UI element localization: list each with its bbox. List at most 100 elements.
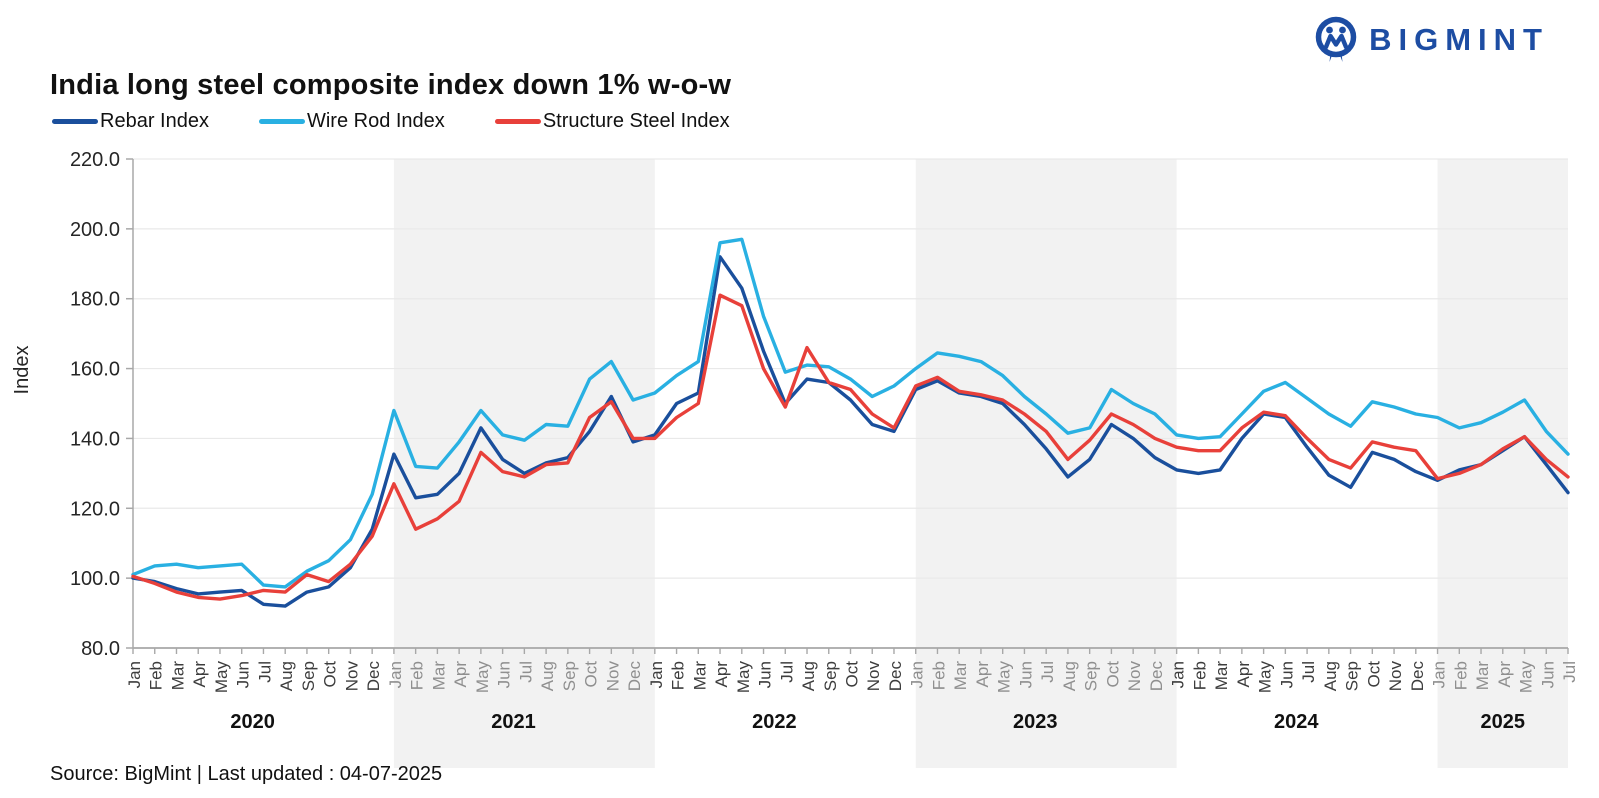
month-label: Feb	[408, 661, 427, 690]
month-label: Jun	[495, 661, 514, 688]
source-note: Source: BigMint | Last updated : 04-07-2…	[50, 763, 443, 785]
month-label: May	[1256, 661, 1275, 694]
month-label: Jan	[125, 661, 144, 688]
month-label: Jun	[756, 661, 775, 688]
legend-item-rebar-index: Rebar Index	[52, 110, 209, 133]
legend-label: Wire Rod Index	[306, 110, 445, 132]
year-band-2021	[393, 159, 655, 768]
month-label: Aug	[1060, 661, 1079, 691]
brand-name: BIGMINT	[1369, 22, 1549, 57]
month-label: Nov	[603, 661, 622, 692]
legend-item-structure-steel-index: Structure Steel Index	[494, 110, 730, 133]
month-label: Jun	[234, 661, 253, 688]
page-title: India long steel composite index down 1%…	[50, 69, 732, 102]
month-label: Aug	[799, 661, 818, 691]
month-label: Jul	[255, 661, 274, 683]
month-label: Feb	[147, 661, 166, 690]
month-label: Feb	[669, 661, 688, 690]
month-label: Mar	[951, 661, 970, 691]
month-label: Apr	[712, 661, 731, 688]
month-label: Apr	[451, 661, 470, 688]
month-label: Jul	[516, 661, 535, 683]
month-label: Oct	[321, 661, 340, 688]
y-tick-label: 140.0	[70, 428, 120, 450]
month-label: Jun	[1016, 661, 1035, 688]
month-label: Mar	[1212, 661, 1231, 691]
y-tick-label: 100.0	[70, 568, 120, 590]
month-label: Oct	[1103, 661, 1122, 688]
month-label: May	[1517, 661, 1536, 694]
month-label: Mar	[429, 661, 448, 691]
y-tick-label: 200.0	[70, 219, 120, 241]
year-label-2022: 2022	[752, 711, 797, 733]
month-label: Jun	[1277, 661, 1296, 688]
month-label: Oct	[1364, 661, 1383, 688]
legend-swatch-structure-steel-index	[494, 119, 541, 124]
month-label: Jan	[647, 661, 666, 688]
legend-label: Rebar Index	[100, 110, 209, 132]
y-tick-label: 80.0	[81, 638, 120, 660]
month-label: Aug	[277, 661, 296, 691]
month-label: Apr	[1234, 661, 1253, 688]
month-label: May	[995, 661, 1014, 694]
month-label: Jan	[1169, 661, 1188, 688]
chart-legend: Rebar Index Wire Rod Index Structure Ste…	[52, 110, 730, 133]
month-label: Sep	[1082, 661, 1101, 691]
month-label: Jul	[1299, 661, 1318, 683]
year-label-2024: 2024	[1274, 711, 1319, 733]
y-tick-label: 120.0	[70, 498, 120, 520]
month-label: Jul	[1038, 661, 1057, 683]
month-label: Sep	[299, 661, 318, 691]
month-label: May	[473, 661, 492, 694]
month-label: Nov	[1125, 661, 1144, 692]
month-label: Mar	[168, 661, 187, 691]
month-label: Oct	[582, 661, 601, 688]
month-label: Jun	[1538, 661, 1557, 688]
month-label: Aug	[538, 661, 557, 691]
series-line-structure-steel-index	[131, 293, 1570, 601]
month-label: Apr	[1495, 661, 1514, 688]
year-band-2023	[915, 159, 1177, 768]
month-label: Aug	[1321, 661, 1340, 691]
month-label: Apr	[190, 661, 209, 688]
month-label: Jan	[908, 661, 927, 688]
legend-swatch-rebar-index	[52, 119, 98, 124]
month-label: Feb	[1451, 661, 1470, 690]
month-label: Feb	[1190, 661, 1209, 690]
month-label: Sep	[821, 661, 840, 691]
brand-logo: BIGMINT	[1311, 14, 1549, 66]
y-tick-label: 160.0	[70, 359, 120, 381]
month-label: Apr	[973, 661, 992, 688]
month-label: Sep	[1343, 661, 1362, 691]
month-label: May	[212, 661, 231, 694]
legend-item-wire-rod-index: Wire Rod Index	[258, 110, 445, 133]
month-label: Sep	[560, 661, 579, 691]
month-label: Dec	[1147, 661, 1166, 692]
month-label: Dec	[364, 661, 383, 692]
series-line-rebar-index	[131, 255, 1570, 608]
month-label: Mar	[690, 661, 709, 691]
y-tick-label: 220.0	[70, 149, 120, 171]
y-axis-title: Index	[11, 346, 33, 395]
series-line-wire-rod-index	[131, 237, 1570, 589]
y-tick-label: 180.0	[70, 289, 120, 311]
month-label: Dec	[1408, 661, 1427, 692]
month-label: Mar	[1473, 661, 1492, 691]
month-label: Jan	[386, 661, 405, 688]
legend-label: Structure Steel Index	[542, 110, 730, 132]
month-label: Nov	[864, 661, 883, 692]
month-label: Nov	[1386, 661, 1405, 692]
year-label-2020: 2020	[230, 711, 275, 733]
month-label: Feb	[929, 661, 948, 690]
legend-swatch-wire-rod-index	[258, 119, 305, 124]
month-label: May	[734, 661, 753, 694]
month-label: Nov	[342, 661, 361, 692]
month-label: Jul	[777, 661, 796, 683]
year-label-2023: 2023	[1013, 711, 1058, 733]
month-label: Jan	[1430, 661, 1449, 688]
year-label-2025: 2025	[1481, 711, 1526, 733]
month-label: Oct	[843, 661, 862, 688]
month-label: Jul	[1560, 661, 1579, 683]
month-label: Dec	[886, 661, 905, 692]
